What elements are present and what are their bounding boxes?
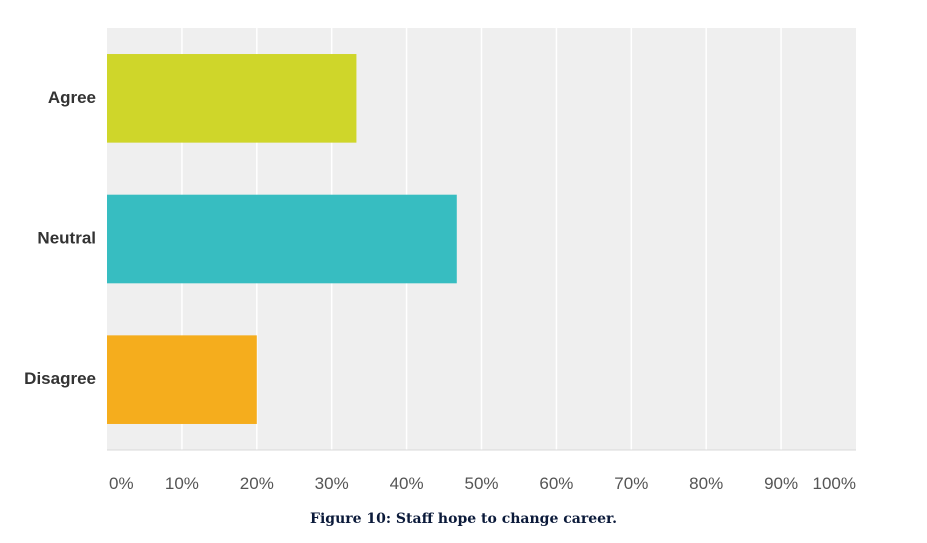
x-tick-label: 40% [390,474,424,493]
figure-caption: Figure 10: Staff hope to change career. [310,511,617,527]
x-tick-label: 100% [813,474,856,493]
x-tick-label: 60% [539,474,573,493]
x-tick-label: 80% [689,474,723,493]
bars [107,54,457,424]
x-tick-label: 20% [240,474,274,493]
x-tick-label: 0% [109,474,134,493]
category-label: Disagree [24,369,96,388]
x-tick-label: 50% [464,474,498,493]
bar-disagree [107,335,257,424]
bar-neutral [107,194,457,284]
category-label: Neutral [37,228,96,247]
x-tick-label: 10% [165,474,199,493]
category-labels: Agree Neutral Disagree [24,88,96,388]
x-tick-labels: 0% 10% 20% 30% 40% 50% 60% 70% 80% 90% 100% [109,474,856,493]
category-label: Agree [48,88,96,107]
x-tick-label: 90% [764,474,798,493]
bar-agree [107,54,357,143]
x-tick-label: 30% [315,474,349,493]
bar-chart: Agree Neutral Disagree 0% 10% 20% 30% 40% 50% 60… [24,28,856,493]
x-tick-label: 70% [614,474,648,493]
